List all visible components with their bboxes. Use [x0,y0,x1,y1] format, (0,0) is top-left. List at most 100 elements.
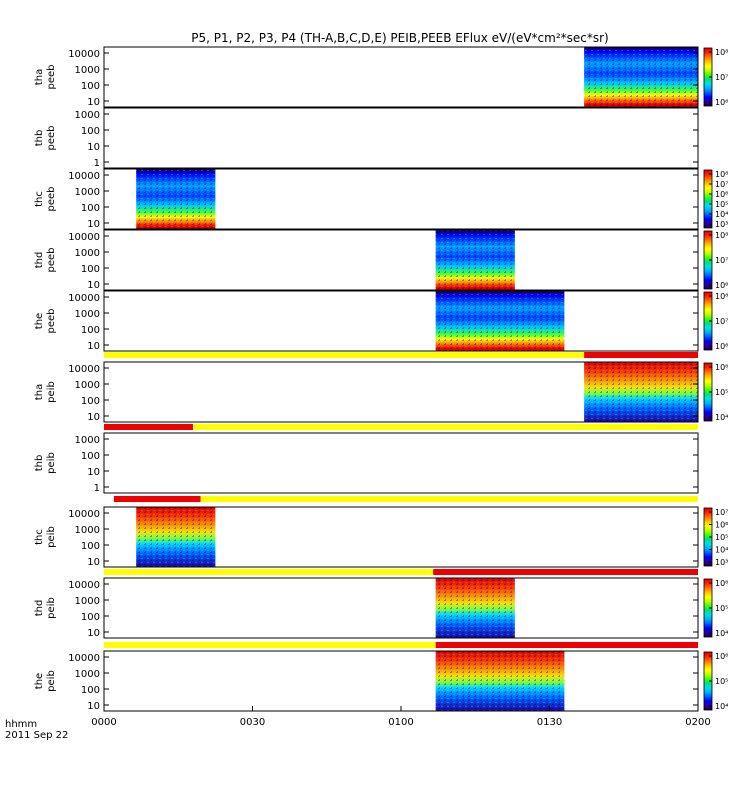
y-tick-label: 1000 [75,435,100,446]
y-tick-label: 1 [94,483,100,494]
quality-flag-yellow [104,569,434,575]
y-tick-label: 100 [81,264,100,275]
y-axis-label: peib [46,381,57,403]
colorbar-tick-label: 10⁷ [715,508,728,517]
y-axis-label: thb [34,130,45,147]
y-tick-label: 1000 [75,65,100,76]
y-axis-label: peeb [46,248,57,273]
the-peib-texture [435,651,565,711]
panel-tha-peeb: 10 100 1000 10000 tha peeb 10⁸ 10⁷ 10⁶ [34,46,728,108]
y-tick-label: 10000 [68,653,100,664]
y-tick-label: 1000 [75,669,100,680]
panel-thb-peib: 1 10 100 1000 thb peib [34,424,699,494]
y-tick-label: 10000 [68,293,100,304]
panel-thc-peib: 10 100 1000 10000 thc peib 10⁷ 10⁶ 10⁵ 10⁴ 10³ [34,496,728,568]
thb-peib-frame [103,432,699,494]
y-axis-label: peib [46,670,57,692]
y-axis-label: thc [34,191,45,207]
y-axis-label: tha [34,69,45,85]
colorbar-tick-label: 10⁵ [715,533,728,542]
colorbar-tick-label: 10⁷ [715,256,728,265]
y-tick-label: 10 [87,97,100,108]
y-axis-label: peib [46,597,57,619]
panel-thd-peib: 10 100 1000 10000 thd peib 10⁶ 10⁵ 10⁴ [34,569,728,639]
y-tick-label: 10 [87,219,100,230]
colorbar-tick-label: 10⁷ [715,180,728,189]
the-peib-frame [103,650,699,712]
y-tick-label: 10 [87,467,100,478]
colorbar-tick-label: 10³ [715,558,728,567]
colorbar-tick-label: 10⁸ [715,48,728,57]
thc-peib-frame [103,506,699,568]
colorbar-tick-label: 10⁵ [715,604,728,613]
y-tick-label: 100 [81,451,100,462]
y-tick-label: 10 [87,280,100,291]
y-tick-label: 10000 [68,509,100,520]
colorbar-tick-label: 10⁶ [715,98,728,107]
quality-flag-red [104,424,194,430]
date-label: 2011 Sep 22 [5,730,68,741]
y-tick-label: 10000 [68,580,100,591]
y-tick-label: 1000 [75,309,100,320]
quality-flag-yellow [104,642,436,648]
y-tick-label: 100 [81,541,100,552]
y-tick-label: 1000 [75,596,100,607]
thd-peeb-texture [435,230,515,290]
panel-thd-peeb: 10 100 1000 10000 thd peeb 10⁸ 10⁷ 10⁶ [34,229,728,291]
colorbar-tick-label: 10⁶ [715,281,728,290]
y-axis-label: peeb [46,65,57,90]
y-tick-label: 1000 [75,380,100,391]
y-tick-label: 10000 [68,49,100,60]
colorbar-tick-label: 10³ [715,220,728,229]
tha-peeb-frame [103,46,699,108]
y-tick-label: 1000 [75,248,100,259]
colorbar-tick-label: 10⁵ [715,388,728,397]
thc-peeb-texture [136,169,216,229]
colorbar-tick-label: 10⁴ [715,702,728,711]
x-axis: 0000 0030 0100 0130 0200 [91,706,711,728]
colorbar-tick-label: 10⁶ [715,521,728,530]
y-tick-label: 10000 [68,364,100,375]
y-axis-label: peib [46,452,57,474]
y-tick-label: 100 [81,612,100,623]
quality-flag-red [435,642,698,648]
colorbar-tick-label: 10⁵ [715,200,728,209]
thd-peib-texture [435,578,515,638]
y-axis-label: thb [34,455,45,472]
quality-flag-red [113,496,201,502]
y-tick-label: 10 [87,628,100,639]
y-tick-label: 100 [81,396,100,407]
y-tick-label: 100 [81,126,100,137]
y-tick-label: 1000 [75,525,100,536]
y-axis-label: tha [34,384,45,400]
colorbar-tick-label: 10⁶ [715,190,728,199]
panel-the-peib: 10 100 1000 10000 the peib 10⁶ 10⁵ 10⁴ [34,642,728,712]
y-axis-label: thc [34,529,45,545]
y-tick-label: 100 [81,81,100,92]
x-tick-label: 0030 [240,717,265,728]
panel-tha-peib: 10 100 1000 10000 tha peib 10⁶ 10⁵ 10⁴ [34,352,728,423]
thd-peib-frame [103,577,699,639]
colorbar-tick-label: 10⁶ [715,579,728,588]
y-tick-label: 100 [81,203,100,214]
colorbar-tick-label: 10⁴ [715,546,728,555]
y-axis-label: peeb [46,126,57,151]
thb-peeb-frame [103,107,699,169]
y-axis-label: peeb [46,187,57,212]
y-tick-label: 100 [81,325,100,336]
y-tick-label: 10 [87,701,100,712]
colorbar-tick-label: 10⁷ [715,317,728,326]
y-tick-label: 10 [87,412,100,423]
colorbar-tick-label: 10⁴ [715,629,728,638]
y-tick-label: 1000 [75,187,100,198]
y-tick-label: 10 [87,557,100,568]
colorbar-tick-label: 10⁸ [715,170,728,179]
colorbar-tick-label: 10⁵ [715,677,728,686]
quality-flag-yellow [193,424,698,430]
thc-peeb-frame [103,168,699,230]
the-peeb-texture [435,291,565,351]
y-axis-label: the [34,313,45,329]
x-tick-label: 0200 [685,717,710,728]
